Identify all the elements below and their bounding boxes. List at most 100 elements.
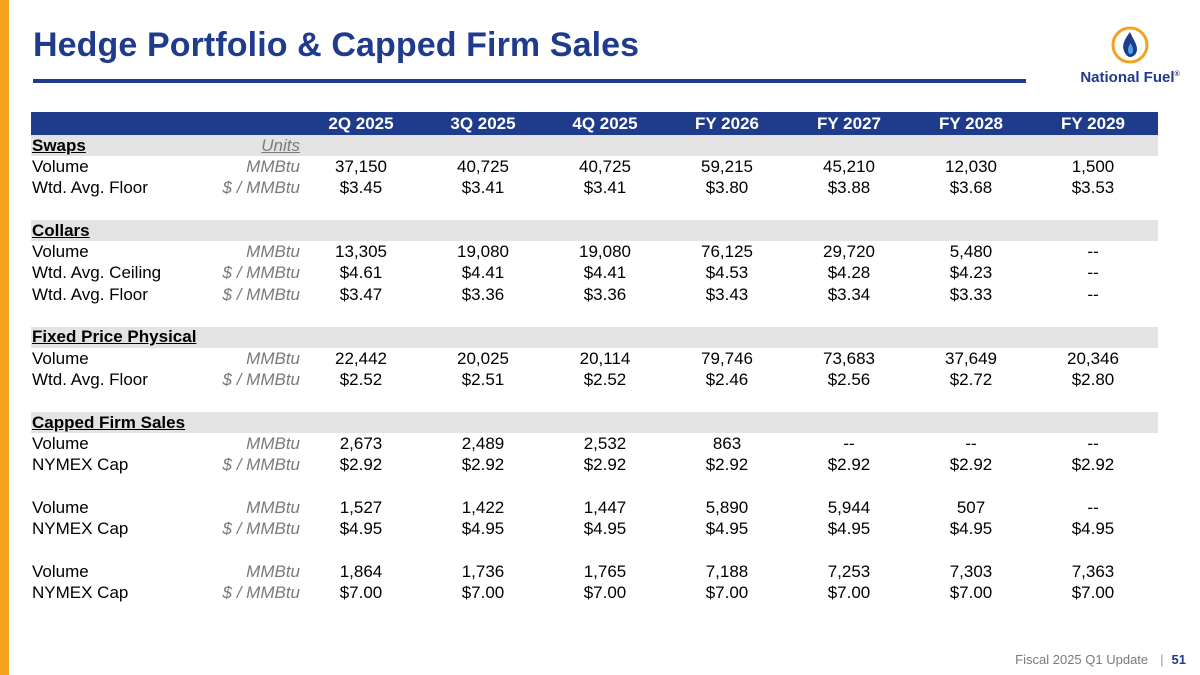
value-cell: -- <box>1087 497 1099 517</box>
unit-label: $ / MMBtu <box>222 284 300 304</box>
value-cell: 29,720 <box>823 242 875 262</box>
column-header: FY 2028 <box>939 113 1003 133</box>
value-cell: 40,725 <box>579 156 631 176</box>
value-cell: $4.41 <box>461 263 505 283</box>
value-cell: $2.51 <box>461 369 505 389</box>
value-cell: $3.80 <box>705 178 749 198</box>
value-cell: -- <box>965 433 977 453</box>
value-cell: -- <box>1087 433 1099 453</box>
table-row: Wtd. Avg. Floor $ / MMBtu $2.52 $2.51 $2.52 $… <box>31 369 1158 390</box>
unit-label: $ / MMBtu <box>222 369 300 389</box>
value-cell: $3.36 <box>461 284 505 304</box>
accent-bar <box>0 0 9 675</box>
unit-label: $ / MMBtu <box>222 455 300 475</box>
value-cell: 1,447 <box>583 497 627 517</box>
value-cell: $4.95 <box>827 518 871 538</box>
table-row: Volume MMBtu 1,527 1,422 1,447 5,890 5,944 507 -… <box>31 497 1158 518</box>
value-cell: $4.95 <box>1071 518 1115 538</box>
value-cell: $2.92 <box>583 455 627 475</box>
value-cell: -- <box>1087 263 1099 283</box>
value-cell: $2.92 <box>461 455 505 475</box>
logo-wordmark: National Fuel® <box>1080 69 1180 86</box>
value-cell: 19,080 <box>457 242 509 262</box>
column-header: 2Q 2025 <box>328 113 394 133</box>
value-cell: $2.56 <box>827 369 871 389</box>
footer-separator: | <box>1160 652 1164 667</box>
value-cell: 1,527 <box>339 497 383 517</box>
value-cell: 73,683 <box>823 348 875 368</box>
value-cell: 7,253 <box>827 561 871 581</box>
value-cell: 1,500 <box>1071 156 1115 176</box>
column-header: FY 2027 <box>817 113 881 133</box>
value-cell: 37,150 <box>335 156 387 176</box>
unit-label: MMBtu <box>246 497 300 517</box>
value-cell: $3.47 <box>339 284 383 304</box>
value-cell: 2,532 <box>583 433 627 453</box>
table-row: NYMEX Cap $ / MMBtu $4.95 $4.95 $4.95 $4.95 $4… <box>31 518 1158 539</box>
value-cell: 2,673 <box>339 433 383 453</box>
value-cell: $3.33 <box>949 284 993 304</box>
row-label: Wtd. Avg. Floor <box>32 369 148 389</box>
section-label: Collars <box>32 220 90 240</box>
table-body: Swaps Units Volume MMBtu 37,150 40,725 40,725 5… <box>31 135 1158 604</box>
value-cell: $3.36 <box>583 284 627 304</box>
unit-label: Units <box>261 135 300 155</box>
table-row: Wtd. Avg. Floor $ / MMBtu $3.45 $3.41 $3.41 $… <box>31 178 1158 199</box>
value-cell: 5,944 <box>827 497 871 517</box>
row-label: NYMEX Cap <box>32 518 129 538</box>
value-cell: $3.41 <box>461 178 505 198</box>
value-cell: 1,765 <box>583 561 627 581</box>
value-cell: 7,363 <box>1071 561 1115 581</box>
spacer-row <box>31 391 1158 412</box>
table-header-row: 2Q 2025 3Q 2025 4Q 2025 FY 2026 FY 2027 … <box>31 112 1158 135</box>
column-header: FY 2026 <box>695 113 759 133</box>
value-cell: $4.95 <box>583 518 627 538</box>
slide-footer: Fiscal 2025 Q1 Update | 51 <box>1015 652 1186 667</box>
unit-label: MMBtu <box>246 433 300 453</box>
value-cell: 5,890 <box>705 497 749 517</box>
value-cell: $3.43 <box>705 284 749 304</box>
table-row: Wtd. Avg. Ceiling $ / MMBtu $4.61 $4.41 $4.4… <box>31 263 1158 284</box>
unit-label: $ / MMBtu <box>222 178 300 198</box>
row-label: Volume <box>32 348 89 368</box>
value-cell: 37,649 <box>945 348 997 368</box>
value-cell: $2.92 <box>949 455 993 475</box>
value-cell: 20,114 <box>579 348 631 368</box>
value-cell: $2.72 <box>949 369 993 389</box>
spacer-row <box>31 476 1158 497</box>
row-label: Volume <box>32 156 89 176</box>
row-label: Volume <box>32 242 89 262</box>
value-cell: $2.92 <box>1071 455 1115 475</box>
value-cell: $4.61 <box>339 263 383 283</box>
table-row: Volume MMBtu 22,442 20,025 20,114 79,746 73,68… <box>31 348 1158 369</box>
hedge-table: 2Q 2025 3Q 2025 4Q 2025 FY 2026 FY 2027 … <box>31 112 1158 604</box>
table-row: NYMEX Cap $ / MMBtu $7.00 $7.00 $7.00 $7.00 $7… <box>31 582 1158 603</box>
value-cell: $4.41 <box>583 263 627 283</box>
value-cell: 7,188 <box>705 561 749 581</box>
value-cell: $3.34 <box>827 284 871 304</box>
section-header-row: Collars <box>31 220 1158 242</box>
value-cell: $2.52 <box>339 369 383 389</box>
section-label: Capped Firm Sales <box>32 412 186 432</box>
row-label: Wtd. Avg. Floor <box>32 178 148 198</box>
value-cell: $2.92 <box>827 455 871 475</box>
value-cell: 20,346 <box>1067 348 1119 368</box>
value-cell: 20,025 <box>457 348 509 368</box>
unit-label: $ / MMBtu <box>222 263 300 283</box>
value-cell: $4.23 <box>949 263 993 283</box>
section-header-row: Capped Firm Sales <box>31 411 1158 434</box>
value-cell: -- <box>843 433 855 453</box>
value-cell: 40,725 <box>457 156 509 176</box>
value-cell: 863 <box>712 433 742 453</box>
value-cell: $3.45 <box>339 178 383 198</box>
value-cell: 2,489 <box>461 433 505 453</box>
value-cell: 59,215 <box>701 156 753 176</box>
value-cell: $7.00 <box>583 582 627 602</box>
row-label: Wtd. Avg. Ceiling <box>32 263 162 283</box>
row-label: Volume <box>32 561 89 581</box>
value-cell: -- <box>1087 284 1099 304</box>
value-cell: $7.00 <box>461 582 505 602</box>
column-header: FY 2029 <box>1061 113 1125 133</box>
unit-label: $ / MMBtu <box>222 582 300 602</box>
value-cell: $7.00 <box>339 582 383 602</box>
